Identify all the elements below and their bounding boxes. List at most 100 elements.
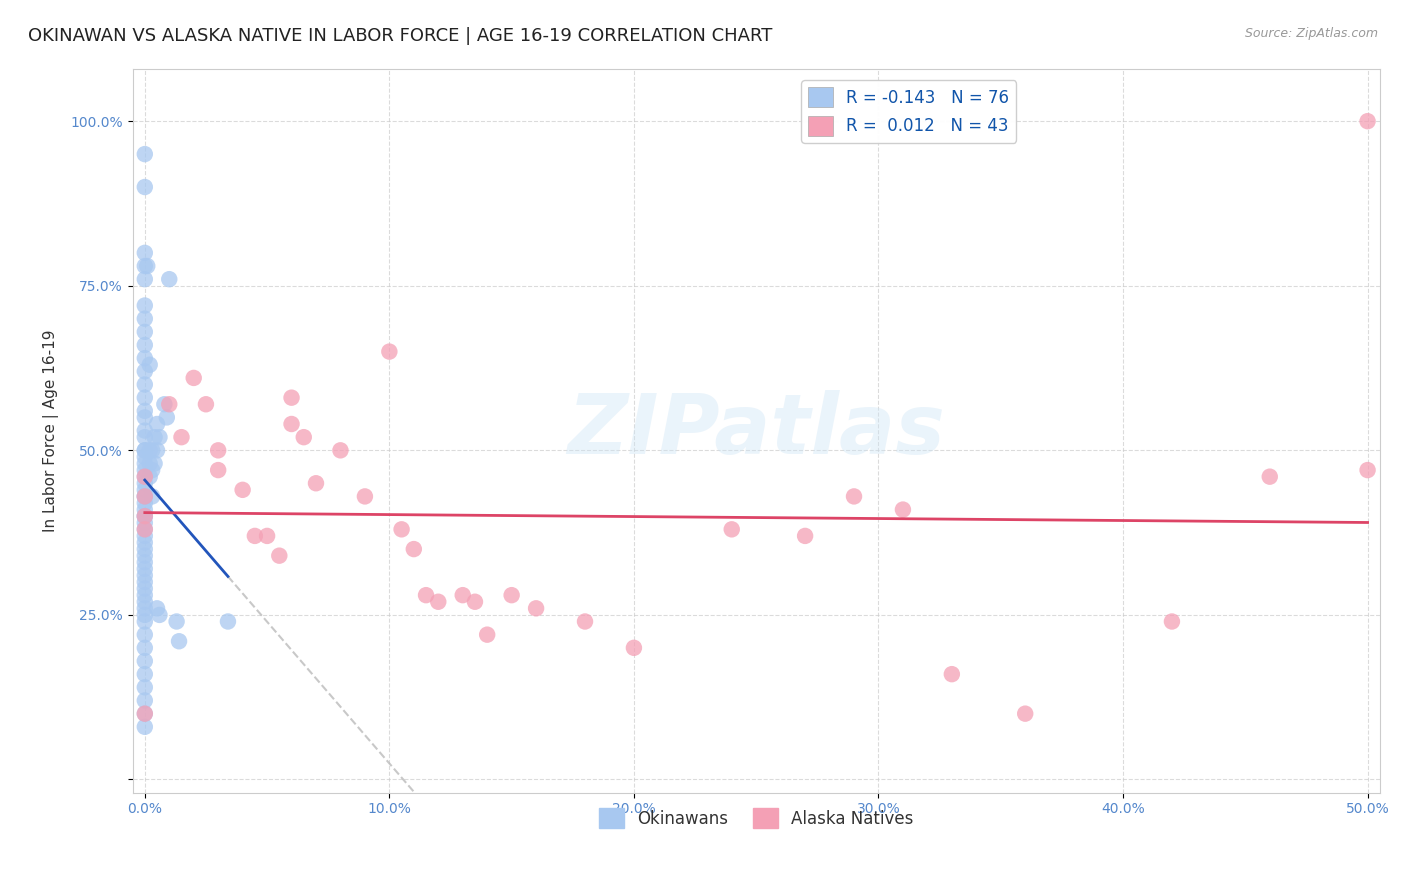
Point bbox=[134, 476, 156, 491]
Point bbox=[134, 588, 156, 602]
Point bbox=[156, 410, 179, 425]
Point bbox=[170, 430, 193, 444]
Point bbox=[134, 147, 156, 161]
Text: Source: ZipAtlas.com: Source: ZipAtlas.com bbox=[1244, 27, 1378, 40]
Point bbox=[464, 595, 486, 609]
Point bbox=[427, 595, 450, 609]
Legend: Okinawans, Alaska Natives: Okinawans, Alaska Natives bbox=[592, 801, 921, 835]
Point bbox=[134, 542, 156, 557]
Point bbox=[134, 377, 156, 392]
Point bbox=[134, 443, 156, 458]
Point bbox=[157, 272, 180, 286]
Point bbox=[1014, 706, 1036, 721]
Point bbox=[941, 667, 963, 681]
Point bbox=[134, 338, 156, 352]
Point bbox=[477, 628, 499, 642]
Point bbox=[134, 364, 156, 378]
Point bbox=[134, 529, 156, 543]
Point bbox=[138, 443, 160, 458]
Point bbox=[134, 443, 156, 458]
Point bbox=[134, 549, 156, 563]
Point bbox=[134, 628, 156, 642]
Point bbox=[415, 588, 437, 602]
Point bbox=[134, 568, 156, 582]
Point bbox=[134, 469, 156, 483]
Point bbox=[141, 463, 163, 477]
Point bbox=[842, 490, 865, 504]
Point bbox=[269, 549, 291, 563]
Point bbox=[183, 371, 205, 385]
Point bbox=[134, 457, 156, 471]
Point bbox=[243, 529, 266, 543]
Point bbox=[256, 529, 278, 543]
Point bbox=[146, 601, 169, 615]
Point bbox=[1161, 615, 1184, 629]
Point bbox=[134, 574, 156, 589]
Text: OKINAWAN VS ALASKA NATIVE IN LABOR FORCE | AGE 16-19 CORRELATION CHART: OKINAWAN VS ALASKA NATIVE IN LABOR FORCE… bbox=[28, 27, 772, 45]
Point bbox=[134, 706, 156, 721]
Point bbox=[146, 417, 169, 431]
Point bbox=[134, 535, 156, 549]
Point bbox=[134, 681, 156, 695]
Point bbox=[451, 588, 474, 602]
Point bbox=[134, 640, 156, 655]
Point bbox=[138, 358, 160, 372]
Point bbox=[134, 180, 156, 194]
Point bbox=[1258, 469, 1281, 483]
Point bbox=[148, 430, 170, 444]
Point bbox=[134, 490, 156, 504]
Point bbox=[136, 259, 159, 273]
Point bbox=[134, 667, 156, 681]
Point bbox=[166, 615, 188, 629]
Point bbox=[134, 391, 156, 405]
Point bbox=[391, 522, 413, 536]
Point bbox=[134, 469, 156, 483]
Point bbox=[574, 615, 596, 629]
Point bbox=[134, 562, 156, 576]
Point bbox=[134, 502, 156, 516]
Point bbox=[134, 483, 156, 497]
Point bbox=[153, 397, 176, 411]
Point bbox=[280, 391, 302, 405]
Point bbox=[134, 311, 156, 326]
Point bbox=[354, 490, 377, 504]
Point bbox=[280, 417, 302, 431]
Point bbox=[143, 457, 166, 471]
Text: ZIPatlas: ZIPatlas bbox=[567, 390, 945, 471]
Point bbox=[157, 397, 180, 411]
Point bbox=[134, 522, 156, 536]
Point bbox=[402, 542, 425, 557]
Point bbox=[134, 720, 156, 734]
Point bbox=[134, 595, 156, 609]
Y-axis label: In Labor Force | Age 16-19: In Labor Force | Age 16-19 bbox=[44, 329, 59, 532]
Point bbox=[134, 601, 156, 615]
Point bbox=[134, 298, 156, 312]
Point bbox=[134, 351, 156, 366]
Point bbox=[194, 397, 217, 411]
Point bbox=[134, 490, 156, 504]
Point bbox=[134, 430, 156, 444]
Point bbox=[134, 654, 156, 668]
Point bbox=[891, 502, 914, 516]
Point bbox=[329, 443, 352, 458]
Point bbox=[167, 634, 190, 648]
Point bbox=[134, 463, 156, 477]
Point bbox=[134, 509, 156, 524]
Point bbox=[148, 607, 170, 622]
Point bbox=[134, 522, 156, 536]
Point bbox=[134, 555, 156, 569]
Point bbox=[623, 640, 645, 655]
Point bbox=[501, 588, 523, 602]
Point bbox=[134, 450, 156, 464]
Point bbox=[143, 430, 166, 444]
Point bbox=[134, 706, 156, 721]
Point bbox=[134, 509, 156, 524]
Point bbox=[134, 424, 156, 438]
Point bbox=[232, 483, 254, 497]
Point bbox=[134, 615, 156, 629]
Point bbox=[378, 344, 401, 359]
Point bbox=[207, 443, 229, 458]
Point bbox=[1357, 463, 1379, 477]
Point bbox=[134, 410, 156, 425]
Point bbox=[134, 404, 156, 418]
